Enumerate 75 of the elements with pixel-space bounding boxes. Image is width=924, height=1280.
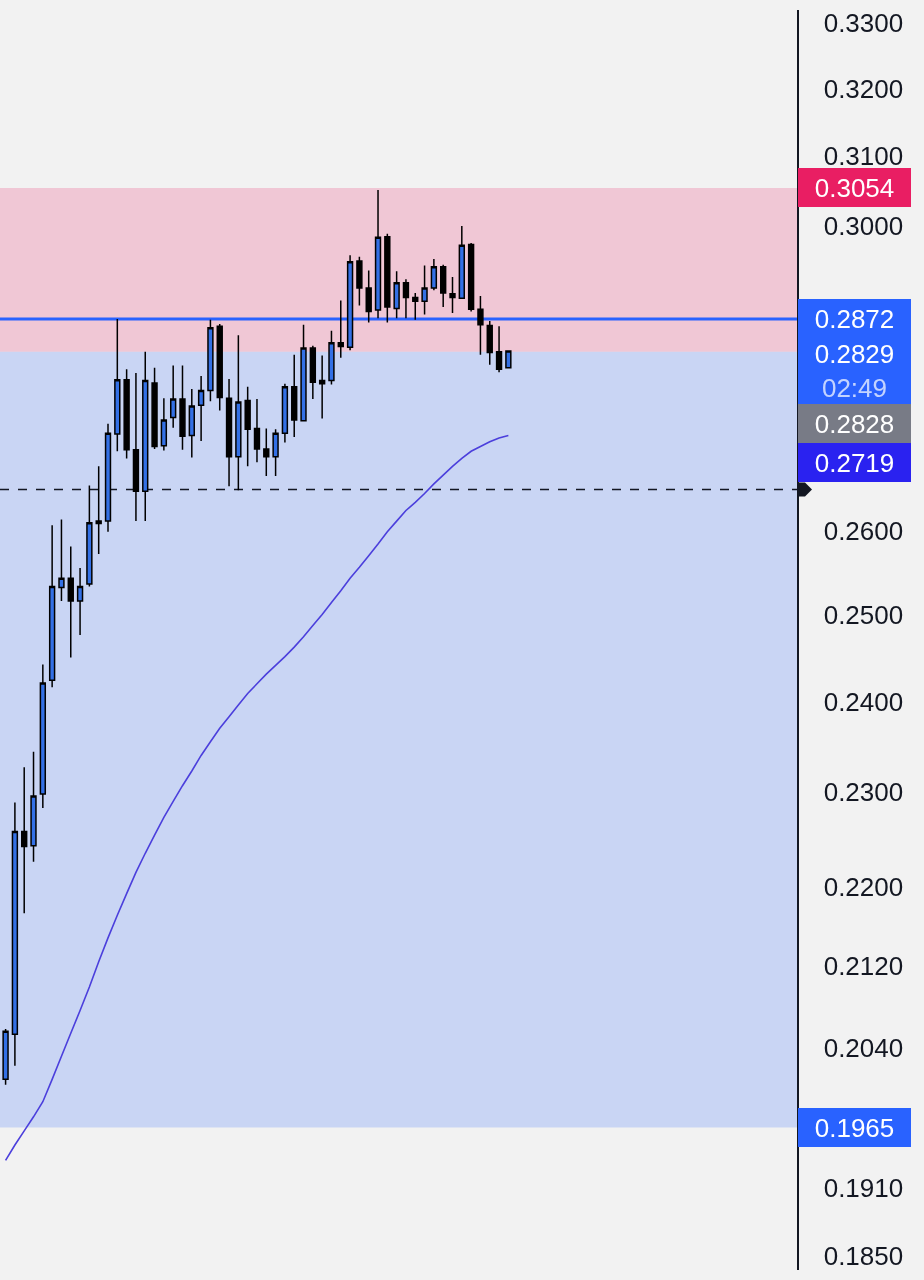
line-series	[4, 434, 510, 1162]
candlestick	[412, 292, 419, 321]
y-tick-label: 0.2200	[823, 872, 904, 902]
candlestick	[216, 323, 223, 412]
candlestick	[309, 345, 317, 400]
candlestick	[318, 354, 326, 420]
y-tick-label: 0.3300	[823, 7, 904, 38]
candlestick	[440, 263, 447, 308]
y-tick-label: 0.2600	[823, 516, 904, 547]
y-tick-label: 0.1910	[823, 1173, 904, 1204]
y-tick-label: 0.2300	[823, 777, 904, 808]
text: 0.2829 02:49	[814, 339, 895, 403]
candlestick	[188, 388, 195, 459]
candlestick	[421, 264, 428, 316]
text: 0.2719	[814, 447, 895, 478]
candlestick	[486, 320, 493, 366]
candlestick	[76, 567, 84, 636]
y-tick-label: 0.3000	[823, 211, 904, 242]
candlestick	[467, 242, 475, 313]
candlestick	[11, 801, 19, 1067]
text: 0.2828	[814, 408, 895, 439]
y-tick-label: 0.1850	[823, 1241, 904, 1272]
y-tick-label: 0.2040	[823, 1032, 904, 1063]
candlestick	[393, 270, 400, 319]
candlestick	[281, 382, 289, 444]
candlestick	[505, 349, 512, 369]
candlestick	[123, 368, 130, 460]
candlestick	[300, 324, 307, 423]
candlestick	[30, 751, 37, 863]
candlestick	[58, 518, 65, 602]
candlestick	[48, 524, 56, 689]
candlestick	[197, 375, 205, 442]
candlestick	[244, 385, 251, 468]
candlestick	[39, 663, 47, 809]
candlestick	[179, 364, 186, 451]
candlestick	[374, 189, 382, 319]
candlestick	[337, 299, 344, 359]
candlestick	[384, 233, 391, 324]
y-tick-label: 0.2120	[823, 950, 904, 981]
candlestick	[151, 366, 158, 450]
candlestick	[104, 423, 112, 533]
candlestick	[169, 364, 177, 429]
candlestick	[2, 1028, 9, 1086]
candlestick	[477, 295, 484, 356]
y-tick-label: 0.3200	[823, 73, 904, 104]
candlestick	[328, 330, 335, 386]
candlestick	[263, 427, 270, 477]
ref-line-label: 0.2872	[814, 303, 895, 334]
candlestick	[272, 428, 279, 477]
y-tick-label: 0.2500	[823, 599, 904, 630]
candlestick	[95, 465, 102, 555]
candlestick	[142, 351, 149, 522]
candlestick	[356, 255, 363, 307]
candlestick	[458, 225, 466, 300]
candlestick	[67, 545, 74, 659]
candlestick	[449, 276, 456, 314]
candlestick	[495, 325, 503, 373]
candlestick	[365, 269, 372, 324]
candlestick	[225, 378, 233, 488]
candlestick	[291, 354, 298, 438]
candlestick	[86, 484, 93, 588]
band-label: 0.1965	[814, 1112, 895, 1143]
candlestick	[114, 318, 121, 453]
candlestick	[160, 397, 168, 452]
candlestick	[235, 334, 242, 492]
candlestick	[253, 398, 261, 464]
candlestick	[346, 254, 354, 352]
band-label: 0.3054	[814, 172, 895, 203]
candlestick	[21, 766, 28, 914]
candlestick	[132, 372, 140, 522]
y-tick-label: 0.2400	[823, 686, 904, 717]
candlestick	[430, 258, 438, 291]
candlestick	[402, 278, 410, 319]
y-tick-label: 0.3100	[823, 141, 904, 172]
candlestick	[207, 318, 214, 403]
